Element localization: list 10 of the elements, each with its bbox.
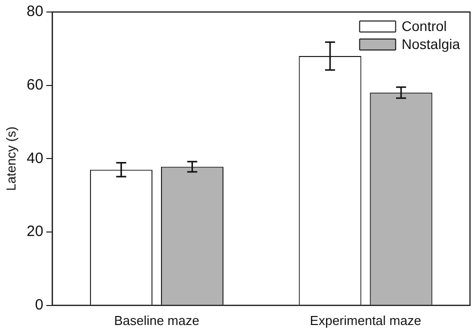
y-tick-label: 20	[26, 223, 44, 240]
y-tick-label: 0	[34, 296, 44, 314]
y-tick-label: 80	[26, 3, 44, 20]
x-tick-label: Baseline maze	[114, 312, 200, 328]
y-axis-title: Latency (s)	[3, 126, 18, 191]
x-tick-label: Experimental maze	[310, 312, 422, 328]
y-tick-label: 60	[26, 76, 44, 94]
y-tick-label: 40	[26, 150, 44, 167]
legend-label: Nostalgia	[402, 36, 460, 52]
text: Control	[402, 18, 447, 34]
